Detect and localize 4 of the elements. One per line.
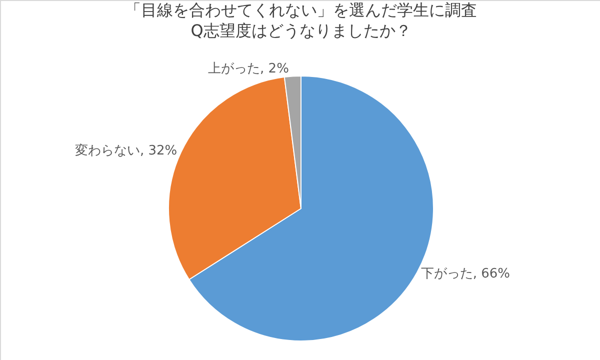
chart-title: 「目線を合わせてくれない」を選んだ学生に調査 Q志望度はどうなりましたか？ [125,0,477,40]
slice-label: 下がった, 66% [420,266,510,282]
slice-label: 上がった, 2% [208,61,289,76]
slice-label: 変わらない, 32% [74,142,178,159]
